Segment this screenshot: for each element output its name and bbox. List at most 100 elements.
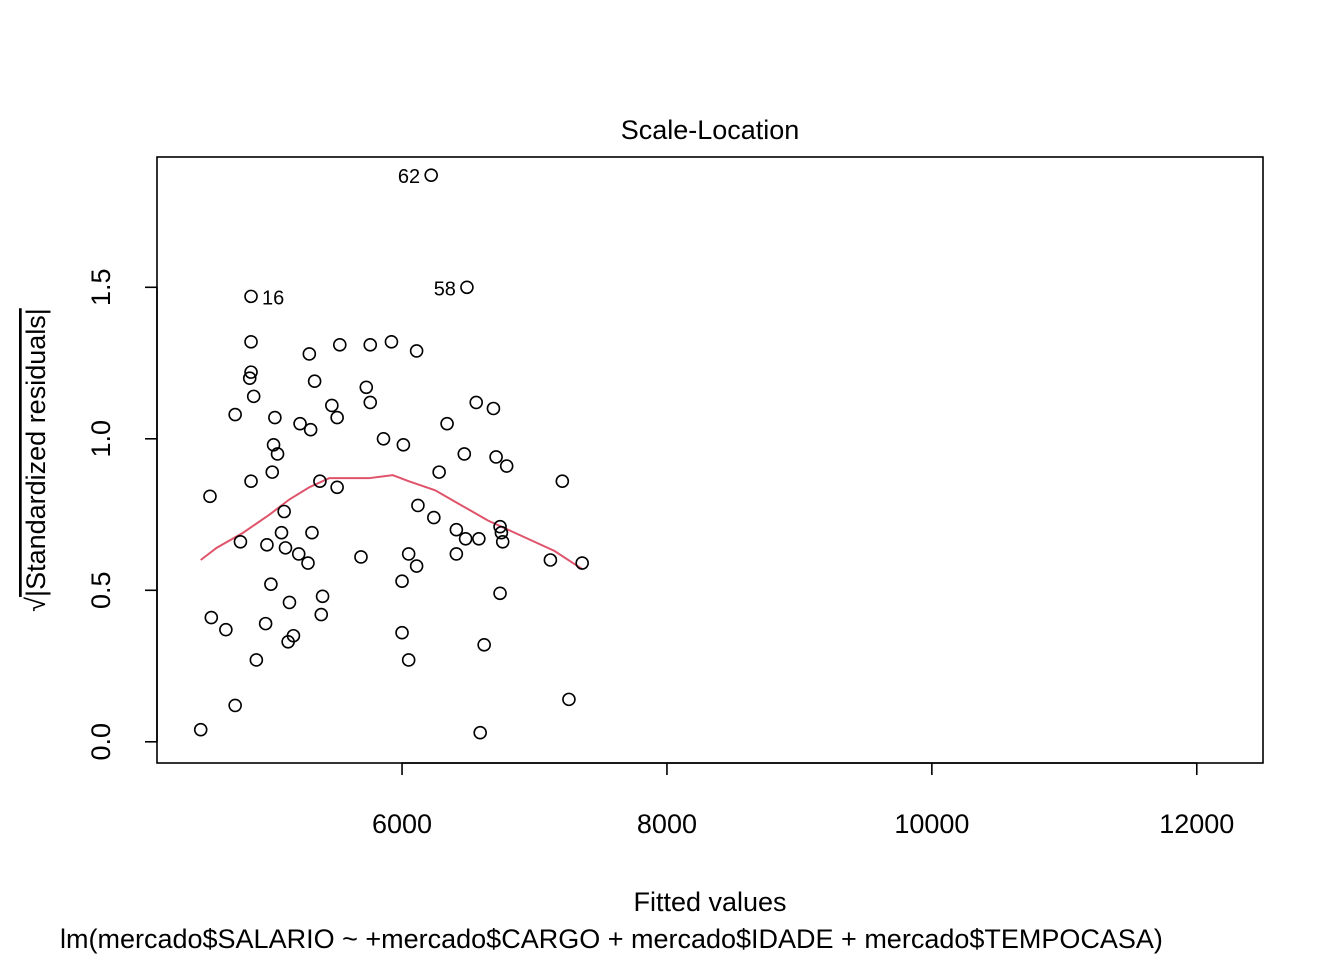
- data-point: [274, 525, 289, 540]
- data-point: [282, 595, 297, 610]
- y-tick-label: 1.5: [86, 269, 116, 307]
- y-tick-label: 1.0: [86, 420, 116, 458]
- data-point: [303, 422, 318, 437]
- data-point: [264, 577, 278, 592]
- y-axis: 0.0 0.5 1.0 1.5: [86, 269, 158, 761]
- data-point: [277, 504, 291, 519]
- data-point: [427, 510, 441, 525]
- outlier-labels-layer: 62 16 58: [262, 166, 456, 309]
- data-point: [301, 556, 315, 570]
- data-point: [409, 559, 424, 573]
- y-axis-label-radical: √: [21, 597, 51, 612]
- data-point: [244, 335, 258, 349]
- smoothed-trend-line-layer: [200, 474, 583, 570]
- x-axis: 6000 8000 10000 12000: [372, 762, 1234, 839]
- data-point: [244, 289, 258, 304]
- data-point: [330, 410, 344, 425]
- outlier-label: 62: [398, 166, 420, 188]
- data-point: [270, 447, 285, 461]
- data-point: [354, 550, 368, 564]
- data-point: [449, 547, 464, 561]
- data-point: [411, 498, 425, 513]
- outlier-label: 58: [434, 278, 456, 300]
- x-tick-label: 10000: [894, 809, 969, 839]
- y-axis-label: √|Standardized residuals|: [21, 308, 51, 612]
- data-point: [293, 416, 307, 431]
- data-point: [384, 335, 399, 349]
- data-point: [486, 401, 501, 416]
- data-point: [396, 438, 411, 452]
- data-point: [440, 416, 454, 431]
- data-point: [494, 525, 509, 540]
- x-tick-label: 12000: [1159, 809, 1234, 839]
- data-point: [268, 410, 282, 425]
- x-tick-label: 6000: [372, 809, 432, 839]
- data-point: [555, 474, 570, 489]
- data-point: [244, 474, 258, 489]
- data-point: [543, 553, 558, 567]
- data-point: [249, 653, 264, 667]
- data-point: [203, 489, 217, 504]
- data-point: [495, 535, 510, 549]
- data-point: [473, 725, 487, 740]
- data-point: [330, 480, 344, 495]
- data-point: [265, 465, 280, 479]
- data-point: [307, 374, 322, 389]
- x-axis-label: Fitted values: [633, 887, 786, 917]
- x-tick-label: 8000: [637, 809, 697, 839]
- data-point: [313, 474, 327, 489]
- data-point: [266, 438, 281, 452]
- chart-title: Scale-Location: [621, 115, 800, 145]
- data-point: [325, 398, 339, 413]
- data-point: [432, 465, 446, 479]
- data-point: [228, 698, 242, 713]
- data-point: [499, 459, 514, 473]
- data-point: [233, 535, 248, 549]
- data-point: [278, 541, 293, 555]
- data-point: [258, 616, 273, 631]
- smoothed-trend-line: [200, 474, 583, 570]
- data-point: [314, 607, 329, 622]
- data-point: [493, 519, 507, 534]
- data-point: [376, 431, 391, 446]
- data-point: [469, 395, 484, 410]
- model-formula-subtitle: lm(mercado$SALARIO ~ +mercado$CARGO + me…: [60, 924, 1163, 954]
- data-point: [305, 525, 319, 540]
- data-point: [457, 447, 472, 461]
- data-point: [219, 622, 233, 637]
- data-point: [281, 634, 295, 649]
- data-point: [449, 522, 464, 537]
- data-point: [363, 338, 378, 352]
- data-point: [395, 574, 409, 589]
- data-point: [489, 450, 503, 464]
- y-tick-label: 0.0: [86, 723, 116, 761]
- data-point: [458, 531, 473, 546]
- data-point: [244, 365, 258, 379]
- data-point: [193, 722, 208, 737]
- data-point: [401, 653, 416, 667]
- data-point: [409, 344, 424, 358]
- plot-frame: [156, 156, 1264, 764]
- data-point: [575, 556, 589, 570]
- data-point: [228, 407, 242, 422]
- data-point: [359, 380, 374, 395]
- data-point: [291, 547, 306, 561]
- data-point: [424, 168, 438, 182]
- outlier-label: 16: [262, 287, 284, 309]
- data-point: [302, 347, 317, 361]
- data-point: [363, 395, 378, 410]
- y-axis-label-text: |Standardized residuals|: [21, 308, 51, 597]
- data-point: [460, 280, 474, 295]
- data-point: [332, 338, 347, 352]
- data-point: [246, 389, 261, 404]
- y-tick-label: 0.5: [86, 572, 116, 610]
- data-point: [472, 531, 486, 546]
- data-points-layer: [193, 168, 589, 740]
- data-point: [395, 625, 409, 640]
- data-point: [242, 371, 257, 385]
- data-point: [315, 589, 330, 604]
- data-point: [401, 547, 416, 561]
- data-point: [260, 538, 274, 552]
- data-point: [477, 638, 491, 652]
